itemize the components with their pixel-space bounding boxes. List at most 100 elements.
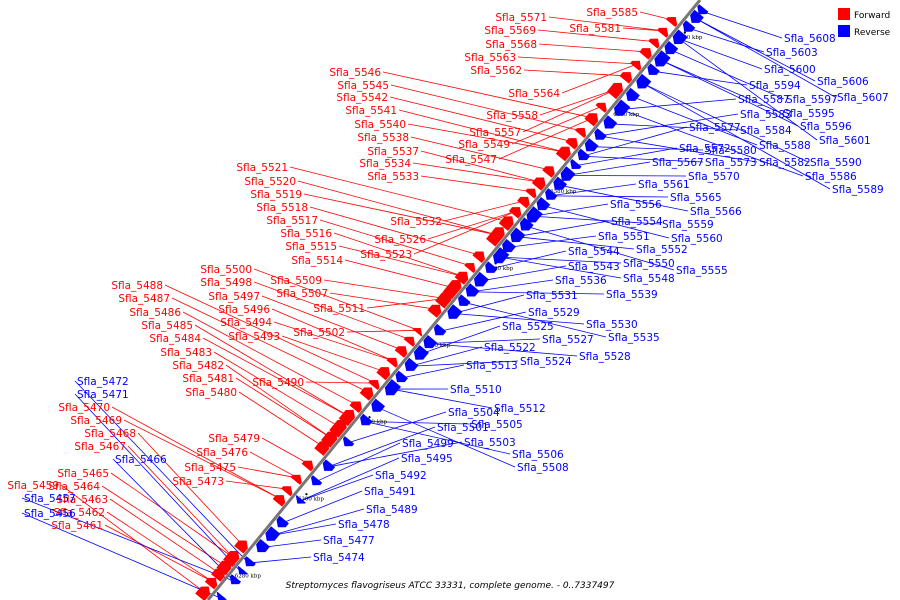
forward-leader-line bbox=[344, 259, 454, 289]
forward-leader-line bbox=[539, 88, 617, 116]
forward-leader-line bbox=[101, 485, 226, 567]
reverse-leader-line bbox=[695, 17, 836, 98]
forward-gene-arrow bbox=[290, 474, 302, 485]
forward-gene-label: Sfla_5479 bbox=[208, 433, 260, 445]
forward-gene-label: Sfla_5517 bbox=[266, 215, 318, 227]
reverse-leader-line bbox=[453, 294, 525, 314]
forward-gene-arrow bbox=[427, 304, 442, 318]
reverse-gene-label: Sfla_5594 bbox=[749, 80, 801, 92]
reverse-gene-label: Sfla_5527 bbox=[542, 334, 594, 346]
forward-leader-line bbox=[407, 123, 565, 153]
reverse-gene-arrow bbox=[474, 271, 489, 287]
reverse-gene-arrow bbox=[493, 247, 510, 264]
reverse-gene-arrow bbox=[265, 526, 281, 541]
forward-leader-line bbox=[137, 432, 243, 546]
reverse-gene-arrow bbox=[322, 459, 336, 471]
forward-leader-line bbox=[123, 419, 281, 500]
reverse-gene-arrow bbox=[603, 115, 618, 129]
reverse-gene-arrow bbox=[614, 99, 631, 116]
reverse-gene-arrow bbox=[371, 398, 385, 412]
reverse-gene-label: Sfla_5477 bbox=[323, 535, 375, 547]
forward-gene-arrow bbox=[376, 367, 391, 381]
reverse-gene-label: Sfla_5530 bbox=[586, 319, 638, 331]
forward-gene-label: Sfla_5483 bbox=[160, 347, 212, 359]
reverse-leader-line bbox=[489, 250, 567, 270]
forward-leader-line bbox=[109, 498, 220, 574]
reverse-leader-line bbox=[642, 82, 809, 163]
forward-gene-label: Sfla_5533 bbox=[367, 171, 419, 183]
forward-gene-label: Sfla_5511 bbox=[313, 303, 365, 315]
reverse-leader-line bbox=[271, 508, 365, 536]
reverse-gene-arrow bbox=[360, 413, 373, 426]
reverse-leader-line bbox=[549, 183, 637, 197]
forward-gene-label: Sfla_5557 bbox=[469, 127, 521, 139]
forward-gene-label: Sfla_5537 bbox=[367, 146, 419, 158]
reverse-leader-line bbox=[112, 458, 235, 582]
forward-gene-label: Sfla_5547 bbox=[445, 154, 497, 166]
reverse-gene-label: Sfla_5588 bbox=[759, 140, 811, 152]
forward-gene-arrow bbox=[508, 207, 522, 219]
reverse-gene-arrow bbox=[485, 261, 498, 273]
forward-gene-arrow bbox=[575, 128, 587, 138]
reverse-gene-arrow bbox=[510, 227, 526, 243]
reverse-gene-label: Sfla_5536 bbox=[555, 275, 607, 287]
tick-label: 6400 kbp bbox=[613, 112, 640, 118]
reverse-leader-line bbox=[314, 442, 401, 483]
forward-gene-label: Sfla_5549 bbox=[458, 139, 510, 151]
reverse-gene-arrow bbox=[447, 304, 463, 319]
forward-leader-line bbox=[182, 311, 358, 406]
forward-leader-line bbox=[538, 43, 648, 53]
reverse-leader-line bbox=[620, 98, 737, 110]
reverse-gene-label: Sfla_5556 bbox=[610, 199, 662, 211]
reverse-leader-line bbox=[327, 441, 463, 468]
forward-leader-line bbox=[253, 268, 419, 331]
forward-gene-label: Sfla_5569 bbox=[484, 25, 536, 37]
reverse-gene-label: Sfla_5492 bbox=[375, 470, 427, 482]
reverse-gene-label: Sfla_5535 bbox=[608, 332, 660, 344]
reverse-gene-arrow bbox=[216, 591, 227, 600]
forward-leader-line bbox=[238, 391, 324, 448]
forward-gene-label: Sfla_5563 bbox=[464, 52, 516, 64]
reverse-gene-label: Sfla_5529 bbox=[528, 307, 580, 319]
forward-leader-line bbox=[443, 200, 526, 222]
reverse-gene-arrow bbox=[647, 63, 660, 75]
forward-leader-line bbox=[523, 69, 628, 77]
reverse-leader-line bbox=[280, 490, 363, 524]
reverse-gene-label: Sfla_5478 bbox=[338, 519, 390, 531]
reverse-gene-label: Sfla_5544 bbox=[568, 246, 620, 258]
reverse-leader-line bbox=[409, 360, 519, 367]
forward-leader-line bbox=[333, 232, 464, 277]
reverse-leader-line bbox=[566, 161, 651, 176]
reverse-leader-line bbox=[428, 338, 541, 344]
reverse-gene-arrow bbox=[594, 128, 607, 140]
reverse-leader-line bbox=[471, 291, 605, 295]
reverse-gene-label: Sfla_5512 bbox=[494, 403, 546, 415]
forward-gene-label: Sfla_5476 bbox=[196, 447, 248, 459]
reverse-leader-line bbox=[428, 343, 578, 357]
reverse-gene-label: Sfla_5489 bbox=[366, 504, 418, 516]
forward-gene-arrow bbox=[565, 138, 578, 150]
forward-gene-label: Sfla_5480 bbox=[185, 387, 237, 399]
forward-gene-label: Sfla_5469 bbox=[70, 415, 122, 427]
forward-gene-label: Sfla_5464 bbox=[48, 481, 100, 493]
forward-gene-label: Sfla_5520 bbox=[244, 176, 296, 188]
forward-leader-line bbox=[104, 524, 213, 583]
forward-gene-label: Sfla_5465 bbox=[57, 468, 109, 480]
reverse-gene-label: Sfla_5606 bbox=[817, 76, 869, 88]
forward-gene-label: Sfla_5514 bbox=[291, 255, 343, 267]
reverse-leader-line bbox=[549, 195, 669, 198]
reverse-leader-line bbox=[346, 411, 447, 444]
forward-leader-line bbox=[305, 381, 376, 384]
reverse-gene-label: Sfla_5522 bbox=[484, 342, 536, 354]
forward-gene-arrow bbox=[454, 271, 469, 285]
forward-leader-line bbox=[390, 84, 583, 132]
reverse-gene-label: Sfla_5524 bbox=[520, 356, 572, 368]
forward-gene-label: Sfla_5484 bbox=[149, 333, 201, 345]
reverse-gene-label: Sfla_5586 bbox=[805, 171, 857, 183]
reverse-gene-arrow bbox=[433, 323, 447, 336]
reverse-gene-label: Sfla_5573 bbox=[705, 157, 757, 169]
forward-gene-arrow bbox=[359, 387, 374, 401]
reverse-gene-label: Sfla_5601 bbox=[819, 135, 871, 147]
reverse-leader-line bbox=[261, 539, 322, 548]
forward-leader-line bbox=[548, 16, 665, 32]
